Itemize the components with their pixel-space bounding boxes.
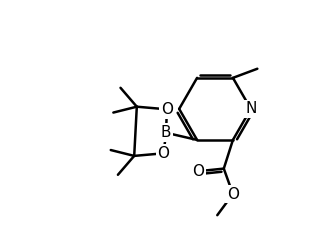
Text: B: B	[161, 125, 171, 140]
Text: O: O	[192, 164, 204, 179]
Text: N: N	[245, 101, 257, 116]
Text: O: O	[161, 102, 173, 117]
Text: O: O	[158, 146, 169, 161]
Text: O: O	[227, 186, 239, 202]
